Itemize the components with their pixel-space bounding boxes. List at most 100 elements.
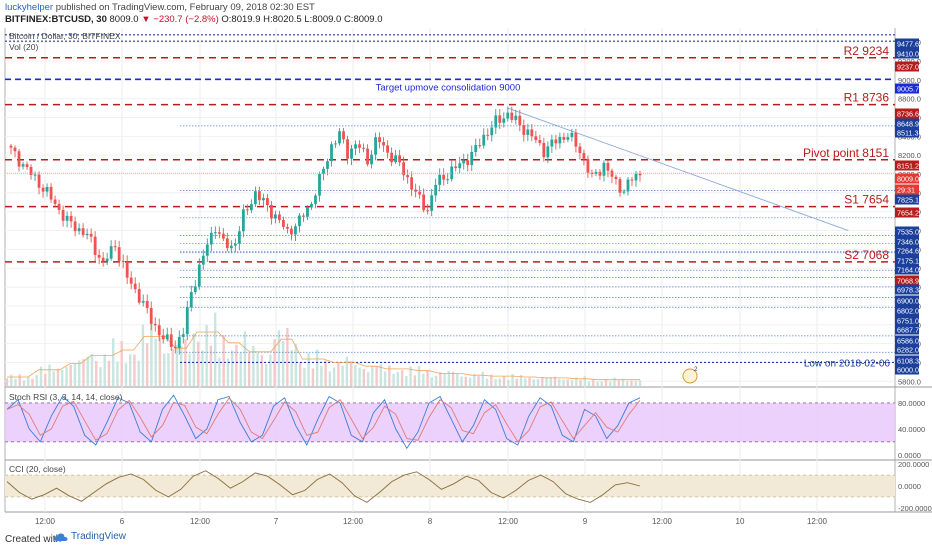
candle-body xyxy=(113,246,117,248)
publisher-name[interactable]: luckyhelper xyxy=(5,2,54,13)
candle-body xyxy=(638,173,642,176)
volume-bar xyxy=(235,344,238,386)
candle-body xyxy=(282,219,285,227)
candle-body xyxy=(526,129,530,135)
candle-body xyxy=(181,334,185,337)
volume-bar xyxy=(150,323,153,386)
candle-body xyxy=(502,118,506,123)
candle-body xyxy=(290,228,293,235)
candle-body xyxy=(350,148,353,159)
price-tag-value: 6687.7 xyxy=(897,326,919,335)
candle-body xyxy=(65,215,69,221)
volume-bar xyxy=(69,364,72,386)
candle-body xyxy=(586,158,590,173)
volume-bar xyxy=(451,371,455,386)
price-tag: 7535.0 xyxy=(895,226,919,237)
candle-body xyxy=(169,334,173,348)
candle-body xyxy=(454,166,458,169)
target-line-label: Target upmove consolidation 9000 xyxy=(376,82,521,93)
candle-body xyxy=(173,347,177,349)
price-tag-value: 6802.0 xyxy=(897,307,919,316)
volume-bar xyxy=(99,367,102,386)
candle-body xyxy=(362,147,365,149)
price-tag: 6978.3 xyxy=(895,284,919,295)
candle-body xyxy=(49,186,53,200)
time-tick-label: 7 xyxy=(274,517,279,526)
candle-body xyxy=(578,146,582,154)
volume-bar xyxy=(281,340,285,386)
time-tick-label: 12:00 xyxy=(190,517,211,526)
volume-bar xyxy=(315,349,319,386)
tradingview-logo[interactable]: TradingView xyxy=(54,531,126,542)
volume-bar xyxy=(61,369,64,386)
created-with-text: Created with xyxy=(5,534,62,545)
price-tag-box xyxy=(895,295,919,306)
price-tag-value: 9477.6 xyxy=(897,40,919,49)
volume-bar xyxy=(10,374,13,386)
volume-bar xyxy=(617,380,620,386)
candlesticks xyxy=(9,106,642,355)
volume-bar xyxy=(27,377,30,386)
volume-bar xyxy=(549,377,552,386)
volume-bar xyxy=(286,327,289,386)
cci-label: CCI (20, close) xyxy=(9,464,66,474)
candle-body xyxy=(278,214,281,220)
price-tick-label: 8800.0 xyxy=(898,95,921,104)
volume-bar xyxy=(358,367,361,386)
candle-body xyxy=(21,164,25,167)
price-tag: 7825.1 xyxy=(895,194,919,205)
volume-bar xyxy=(133,354,136,386)
volume-bar xyxy=(583,376,586,386)
volume-bar xyxy=(90,354,94,386)
candle-body xyxy=(193,286,197,293)
candle-body xyxy=(518,115,522,126)
volume-bar xyxy=(477,376,480,386)
candle-body xyxy=(185,307,189,335)
candle-body xyxy=(257,191,261,201)
candle-body xyxy=(374,137,377,155)
chart-canvas[interactable]: Low on 2018-02-06 Target upmove consolida… xyxy=(0,28,932,528)
volume-bar xyxy=(52,371,55,386)
candle-body xyxy=(217,232,221,234)
price-change: −230.7 (−2.8%) xyxy=(153,14,219,25)
volume-bar xyxy=(345,356,349,386)
volume-bar xyxy=(328,371,332,386)
volume-bar xyxy=(366,371,370,386)
volume-bar xyxy=(154,338,157,386)
volume-bar xyxy=(349,361,353,386)
candle-body xyxy=(270,204,273,219)
volume-bar xyxy=(129,354,132,386)
candle-body xyxy=(534,136,538,141)
candle-body xyxy=(354,144,357,149)
candle-body xyxy=(494,115,498,128)
volume-bar xyxy=(162,353,166,386)
volume-bar xyxy=(536,379,540,386)
candle-body xyxy=(390,152,394,163)
price-tag-value: 6900.0 xyxy=(897,297,919,306)
time-tick-label: 12:00 xyxy=(807,517,828,526)
candle-body xyxy=(153,323,157,326)
volume-label: Vol (20) xyxy=(9,42,38,52)
volume-bar xyxy=(201,350,204,386)
volume-bar xyxy=(95,361,98,386)
price-tick-label: 5800.0 xyxy=(898,377,921,386)
volume-bar xyxy=(485,378,489,386)
candle-body xyxy=(69,215,73,222)
volume-bar xyxy=(107,360,111,386)
price-tick-label: 9200.0 xyxy=(898,57,921,66)
price-tick-label: 9000.0 xyxy=(898,76,921,85)
volume-bar xyxy=(502,375,506,386)
volume-bar xyxy=(311,368,315,386)
candle-body xyxy=(462,160,466,164)
price-tag-box xyxy=(895,284,919,295)
rsi-band xyxy=(5,402,895,442)
price-tag-box xyxy=(895,226,919,237)
candle-body xyxy=(422,194,426,211)
volume-bar xyxy=(604,379,608,386)
candle-body xyxy=(33,174,37,176)
candle-body xyxy=(298,215,301,227)
time-tick-label: 12:00 xyxy=(35,517,56,526)
candle-body xyxy=(314,195,317,204)
price-tag: 7175.1 xyxy=(895,255,919,266)
price-tag: 6687.7 xyxy=(895,324,919,335)
